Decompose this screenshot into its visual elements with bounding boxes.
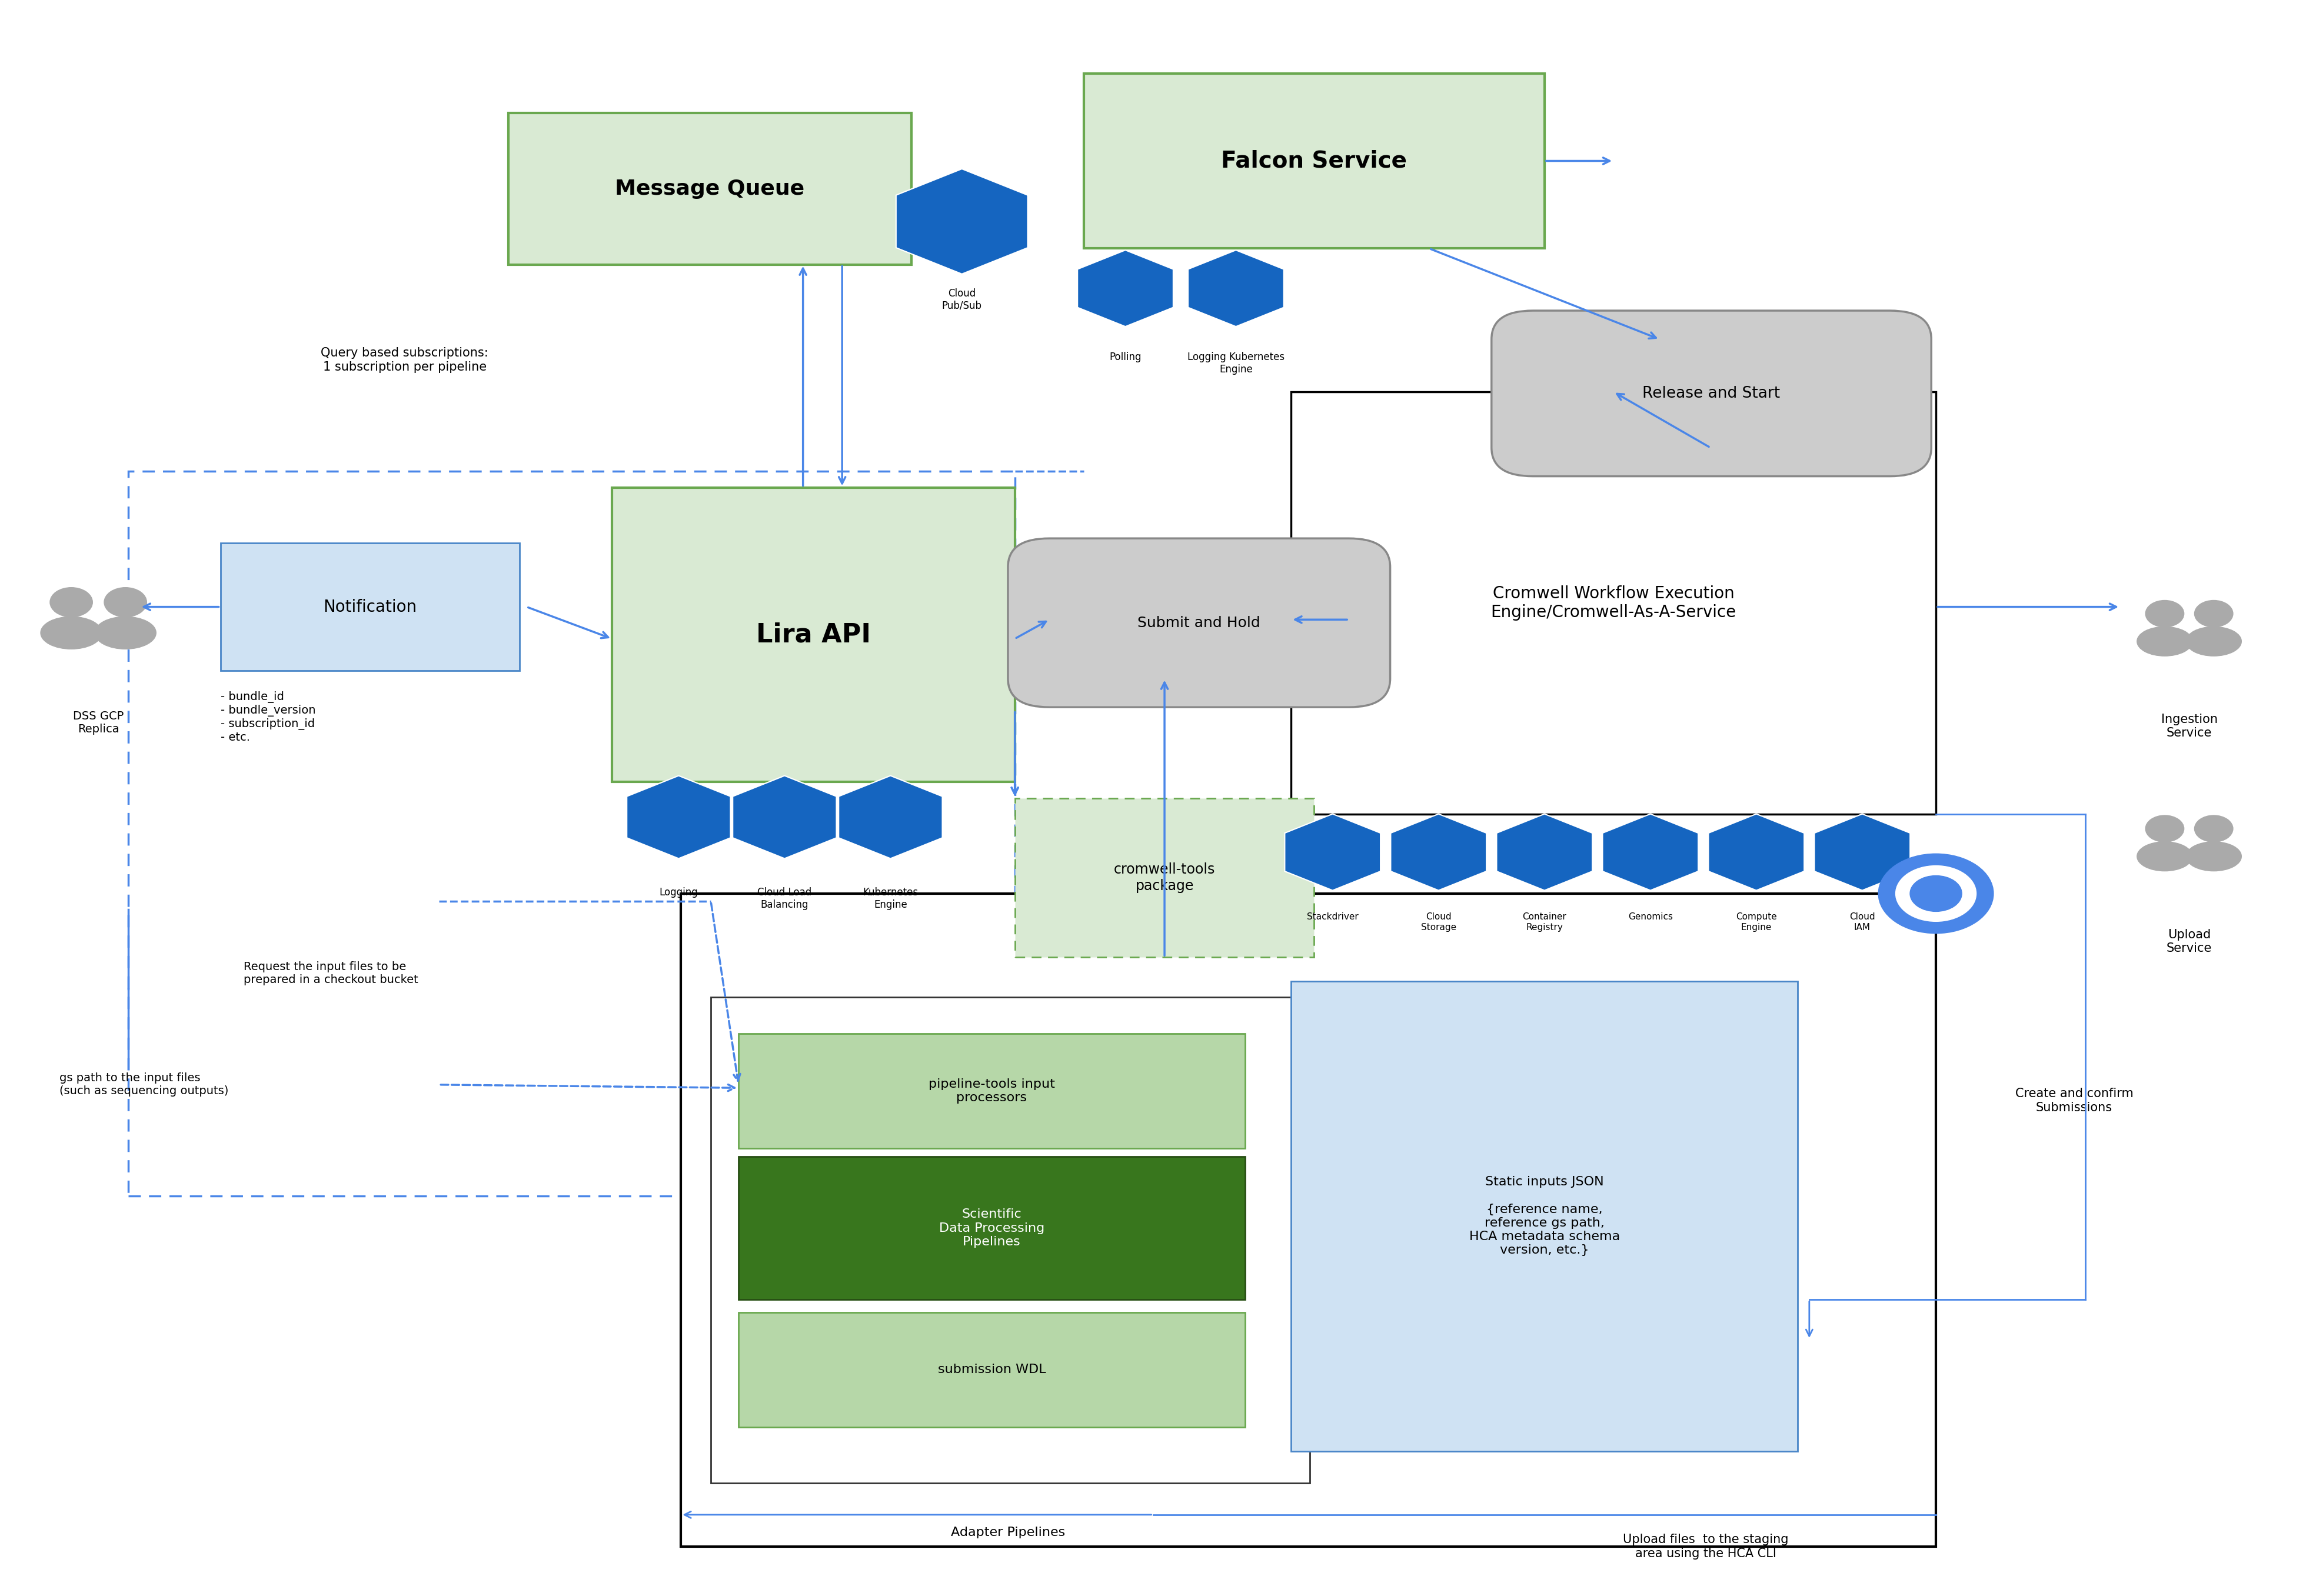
Polygon shape (1815, 814, 1909, 891)
Text: Ingestion
Service: Ingestion Service (2161, 713, 2218, 739)
Circle shape (1879, 854, 1992, 934)
Text: Kubernetes
Engine: Kubernetes Engine (862, 887, 918, 910)
Polygon shape (1709, 814, 1803, 891)
Text: cromwell-tools
package: cromwell-tools package (1114, 862, 1215, 892)
Text: Cloud Load
Balancing: Cloud Load Balancing (756, 887, 812, 910)
Ellipse shape (95, 616, 157, 650)
Text: Message Queue: Message Queue (616, 179, 805, 200)
Text: DSS GCP
Replica: DSS GCP Replica (74, 710, 125, 734)
Text: Query based subscriptions:
1 subscription per pipeline: Query based subscriptions: 1 subscriptio… (321, 348, 489, 373)
Polygon shape (1603, 814, 1697, 891)
Text: Upload
Service: Upload Service (2165, 929, 2211, 954)
Text: pipeline-tools input
processors: pipeline-tools input processors (929, 1079, 1056, 1104)
FancyBboxPatch shape (1084, 73, 1545, 249)
FancyBboxPatch shape (1008, 538, 1391, 707)
Text: Request the input files to be
prepared in a checkout bucket: Request the input files to be prepared i… (244, 961, 417, 985)
Polygon shape (839, 776, 943, 859)
Text: Submit and Hold: Submit and Hold (1137, 616, 1261, 630)
FancyBboxPatch shape (710, 998, 1310, 1483)
Circle shape (104, 587, 148, 618)
Text: Cloud
Pub/Sub: Cloud Pub/Sub (941, 289, 982, 311)
Text: Release and Start: Release and Start (1642, 386, 1780, 401)
Polygon shape (897, 169, 1028, 275)
Text: Falcon Service: Falcon Service (1222, 150, 1407, 172)
Text: Logging: Logging (660, 887, 699, 899)
Polygon shape (1077, 251, 1174, 327)
Text: Genomics: Genomics (1628, 913, 1672, 921)
Text: - bundle_id
- bundle_version
- subscription_id
- etc.: - bundle_id - bundle_version - subscript… (221, 691, 316, 744)
FancyBboxPatch shape (738, 1157, 1245, 1299)
FancyBboxPatch shape (738, 1312, 1245, 1427)
Circle shape (1909, 876, 1962, 911)
FancyBboxPatch shape (1291, 393, 1937, 814)
Ellipse shape (42, 616, 101, 650)
Circle shape (2145, 600, 2184, 627)
Polygon shape (1188, 251, 1284, 327)
Polygon shape (1497, 814, 1593, 891)
Text: Static inputs JSON

{reference name,
reference gs path,
HCA metadata schema
vers: Static inputs JSON {reference name, refe… (1469, 1176, 1619, 1256)
FancyBboxPatch shape (1291, 982, 1799, 1451)
Text: Upload files  to the staging
area using the HCA CLI: Upload files to the staging area using t… (1623, 1534, 1789, 1559)
FancyBboxPatch shape (738, 1034, 1245, 1149)
Text: gs path to the input files
(such as sequencing outputs): gs path to the input files (such as sequ… (60, 1073, 228, 1096)
Text: Cloud
Storage: Cloud Storage (1420, 913, 1455, 932)
Text: Container
Registry: Container Registry (1522, 913, 1566, 932)
Circle shape (2195, 600, 2232, 627)
Polygon shape (1284, 814, 1381, 891)
Text: Stackdriver: Stackdriver (1308, 913, 1358, 921)
Ellipse shape (2186, 627, 2241, 656)
FancyBboxPatch shape (1492, 311, 1932, 476)
Circle shape (1896, 865, 1976, 921)
Text: Cloud
IAM: Cloud IAM (1849, 913, 1875, 932)
Circle shape (2195, 816, 2232, 843)
Text: Logging Kubernetes
Engine: Logging Kubernetes Engine (1188, 353, 1284, 375)
Text: Notification: Notification (323, 598, 417, 614)
Polygon shape (733, 776, 837, 859)
FancyBboxPatch shape (1015, 798, 1314, 958)
FancyBboxPatch shape (611, 487, 1015, 782)
Text: Polling: Polling (1109, 353, 1141, 362)
Text: submission WDL: submission WDL (939, 1365, 1047, 1376)
Text: Lira API: Lira API (756, 622, 872, 648)
Text: Compute
Engine: Compute Engine (1736, 913, 1778, 932)
Text: Adapter Pipelines: Adapter Pipelines (950, 1527, 1065, 1539)
Polygon shape (1391, 814, 1487, 891)
Ellipse shape (2138, 841, 2193, 871)
FancyBboxPatch shape (680, 894, 1937, 1547)
Circle shape (51, 587, 92, 618)
Circle shape (2145, 816, 2184, 843)
Text: Create and confirm
Submissions: Create and confirm Submissions (2015, 1088, 2133, 1114)
Ellipse shape (2186, 841, 2241, 871)
Text: Scientific
Data Processing
Pipelines: Scientific Data Processing Pipelines (939, 1208, 1045, 1248)
Polygon shape (627, 776, 731, 859)
Text: Cromwell Workflow Execution
Engine/Cromwell-As-A-Service: Cromwell Workflow Execution Engine/Cromw… (1490, 586, 1736, 621)
FancyBboxPatch shape (221, 543, 519, 670)
FancyBboxPatch shape (507, 113, 911, 265)
Ellipse shape (2138, 627, 2193, 656)
